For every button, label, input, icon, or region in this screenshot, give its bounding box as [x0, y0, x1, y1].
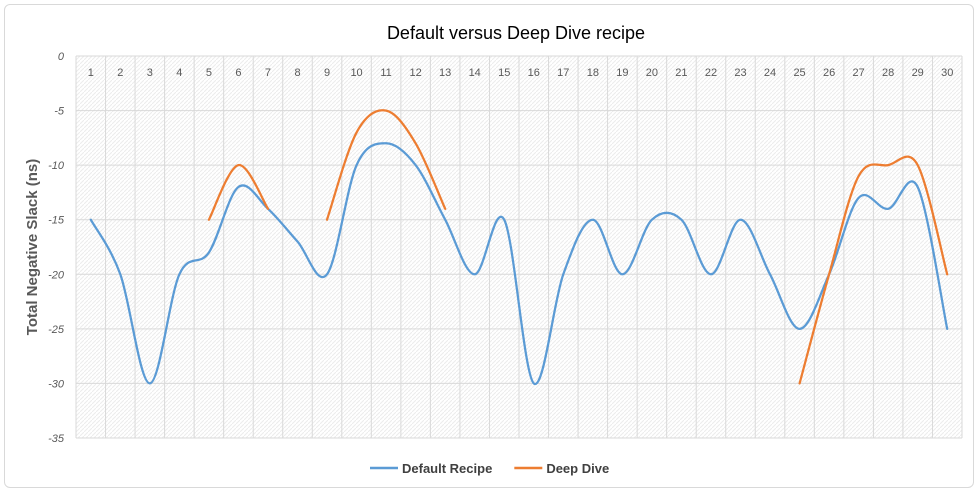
x-tick-label: 9: [324, 67, 330, 79]
gridlines: [75, 55, 963, 439]
x-tick-label: 30: [941, 67, 953, 79]
x-tick-label: 20: [646, 67, 658, 79]
legend-label-default-recipe: Default Recipe: [402, 461, 492, 476]
x-tick-label: 28: [882, 67, 894, 79]
y-tick-label: -20: [48, 269, 65, 281]
x-tick-label: 10: [350, 67, 362, 79]
y-tick-label: -15: [48, 215, 65, 227]
x-tick-label: 23: [734, 67, 746, 79]
x-tick-label: 1: [88, 67, 94, 79]
x-tick-label: 2: [117, 67, 123, 79]
legend: Default Recipe Deep Dive: [370, 461, 609, 476]
series-line-deep-dive: [798, 155, 949, 385]
x-tick-label: 15: [498, 67, 510, 79]
y-axis-label: Total Negative Slack (ns): [24, 159, 41, 335]
x-tick-label: 22: [705, 67, 717, 79]
x-tick-label: 17: [557, 67, 569, 79]
series-line-default-recipe: [89, 142, 949, 385]
y-tick-label: -30: [48, 378, 65, 390]
x-tick-label: 21: [675, 67, 687, 79]
x-tick-label: 7: [265, 67, 271, 79]
y-axis-ticks: 0 -5 -10 -15 -20 -25 -30 -35: [48, 51, 65, 445]
x-tick-label: 14: [469, 67, 481, 79]
x-tick-label: 5: [206, 67, 212, 79]
y-tick-label: -10: [48, 160, 65, 172]
y-tick-label: -35: [48, 433, 65, 445]
x-tick-label: 19: [616, 67, 628, 79]
x-tick-label: 29: [912, 67, 924, 79]
x-tick-label: 26: [823, 67, 835, 79]
x-tick-label: 24: [764, 67, 776, 79]
series-line-deep-dive: [325, 109, 447, 221]
y-tick-label: -5: [54, 106, 65, 118]
x-tick-label: 18: [587, 67, 599, 79]
x-tick-label: 8: [294, 67, 300, 79]
x-tick-label: 4: [176, 67, 182, 79]
x-tick-label: 3: [147, 67, 153, 79]
x-axis-ticks: 1 2 3 4 5 6 7 8 9 10 11 12 13 14 15 16 17 18 19 20 21 22 23 24 2…: [88, 67, 954, 79]
y-tick-label: -25: [48, 324, 65, 336]
x-tick-label: 6: [235, 67, 241, 79]
series-lines: [89, 109, 949, 385]
chart-title: Default versus Deep Dive recipe: [387, 23, 645, 43]
series-line-deep-dive: [207, 163, 270, 221]
legend-label-deep-dive: Deep Dive: [546, 461, 609, 476]
x-tick-label: 16: [528, 67, 540, 79]
x-tick-label: 25: [793, 67, 805, 79]
x-tick-label: 11: [380, 67, 391, 79]
x-tick-label: 27: [853, 67, 865, 79]
x-tick-label: 13: [439, 67, 451, 79]
x-tick-label: 12: [410, 67, 422, 79]
y-tick-label: 0: [58, 51, 65, 63]
